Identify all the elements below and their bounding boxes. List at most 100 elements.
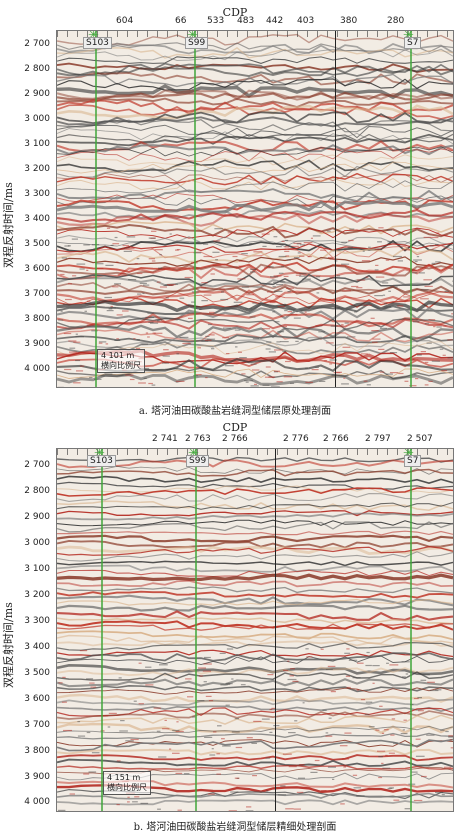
noise-speckle [429, 245, 434, 247]
noise-speckle [196, 700, 205, 702]
noise-speckle [314, 759, 320, 762]
noise-speckle [235, 746, 243, 749]
noise-speckle [184, 276, 193, 279]
well-star-icon: ✳ [188, 449, 199, 460]
noise-speckle [75, 333, 78, 335]
reflection-event [57, 641, 453, 651]
noise-speckle [389, 787, 394, 789]
noise-speckle [145, 684, 154, 686]
noise-speckle [368, 726, 375, 728]
noise-speckle [200, 287, 206, 289]
noise-speckle [450, 747, 453, 749]
noise-speckle [211, 348, 215, 350]
noise-speckle [179, 297, 185, 299]
noise-speckle [175, 772, 183, 774]
noise-speckle [158, 268, 166, 270]
noise-speckle [185, 678, 192, 680]
reflection-event [57, 590, 453, 599]
noise-speckle [116, 760, 121, 762]
noise-speckle [285, 255, 290, 257]
noise-speckle [71, 238, 78, 240]
well-label: S99 [185, 37, 209, 49]
time-axis-a: 2 700 2 800 2 900 3 000 3 100 3 200 3 30… [16, 36, 56, 386]
noise-speckle [379, 371, 385, 373]
noise-speckle [383, 729, 389, 731]
cdp-tick: 2 797 [365, 434, 391, 444]
noise-speckle [286, 259, 291, 261]
noise-speckle [114, 283, 121, 285]
noise-speckle [234, 329, 241, 331]
noise-speckle [404, 380, 409, 382]
noise-speckle [390, 286, 398, 288]
noise-speckle [246, 294, 254, 296]
noise-speckle [282, 352, 288, 355]
noise-speckle [231, 731, 240, 733]
reflection-event [57, 748, 453, 756]
noise-speckle [62, 303, 71, 305]
noise-speckle [441, 794, 445, 796]
noise-speckle [241, 373, 246, 375]
noise-speckle [338, 355, 345, 357]
cdp-tick: 380 [340, 16, 358, 26]
noise-speckle [447, 357, 453, 359]
noise-speckle [73, 341, 81, 343]
noise-speckle [213, 731, 217, 733]
noise-speckle [86, 678, 94, 680]
reflection-event [57, 144, 453, 156]
noise-speckle [229, 288, 235, 290]
noise-speckle [298, 777, 305, 779]
reflection-event [57, 678, 453, 688]
noise-speckle [409, 385, 417, 387]
reflection-event [57, 586, 453, 594]
noise-speckle [68, 340, 77, 342]
noise-speckle [206, 338, 216, 340]
noise-speckle [76, 370, 84, 372]
noise-speckle [148, 258, 155, 260]
noise-speckle [420, 298, 429, 300]
noise-speckle [363, 380, 368, 382]
noise-speckle [146, 227, 152, 229]
noise-speckle [250, 268, 257, 270]
noise-speckle [214, 228, 223, 230]
noise-speckle [452, 318, 453, 320]
noise-speckle [330, 325, 338, 327]
reflection-event [57, 192, 453, 204]
fault-line-a [335, 31, 336, 387]
noise-speckle [295, 274, 302, 276]
noise-speckle [86, 731, 91, 734]
noise-speckle [188, 317, 193, 319]
noise-speckle [375, 276, 385, 278]
noise-speckle [391, 718, 396, 720]
noise-speckle [307, 256, 312, 258]
noise-speckle [172, 729, 180, 732]
noise-speckle [114, 236, 118, 239]
noise-speckle [86, 269, 89, 271]
noise-speckle [110, 305, 113, 308]
noise-speckle [320, 648, 324, 650]
noise-speckle [125, 247, 135, 249]
noise-speckle [158, 756, 167, 758]
noise-speckle [169, 233, 172, 235]
noise-speckle [365, 664, 372, 667]
noise-speckle [79, 650, 88, 652]
seismic-reflections-b [57, 456, 453, 811]
reflection-event [57, 468, 453, 477]
noise-speckle [86, 324, 94, 326]
noise-speckle [418, 710, 424, 712]
noise-speckle [329, 277, 334, 279]
noise-speckle [238, 351, 242, 353]
noise-speckle [430, 236, 439, 239]
noise-speckle [219, 288, 226, 290]
reflection-event [57, 465, 453, 475]
noise-speckle [343, 377, 346, 379]
time-tick: 3 900 [24, 339, 50, 349]
reflection-event [57, 738, 453, 752]
noise-speckle [126, 236, 136, 238]
time-tick: 3 600 [24, 264, 50, 274]
noise-speckle [284, 246, 290, 248]
noise-speckle [215, 259, 218, 261]
noise-speckle [105, 264, 114, 266]
reflection-event [57, 62, 453, 74]
reflection-event [57, 165, 453, 178]
y-axis-label-b: 双程反射时间/ms [2, 602, 15, 688]
